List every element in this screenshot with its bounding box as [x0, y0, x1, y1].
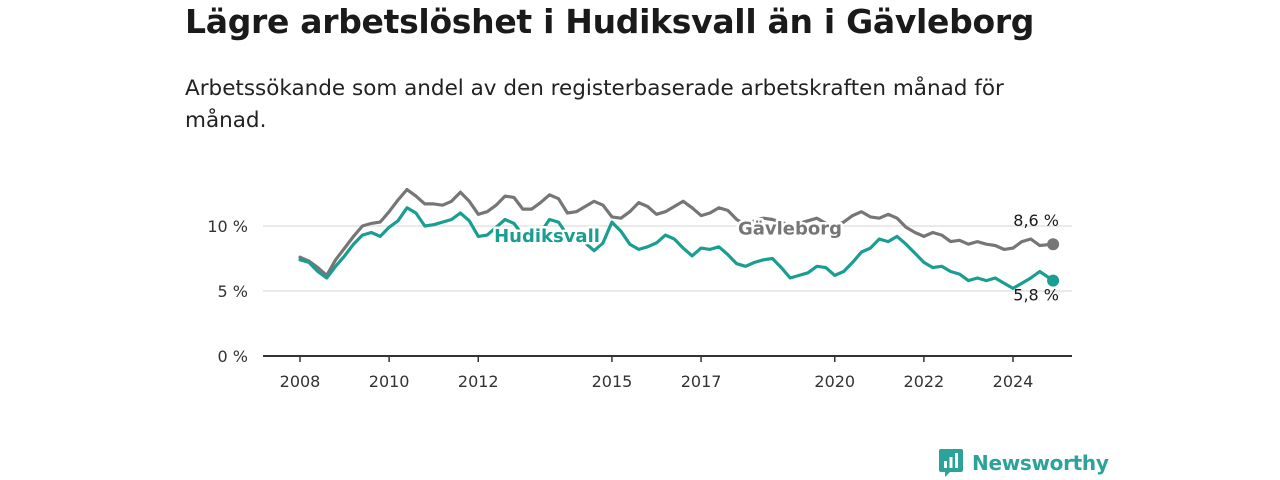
brand-name: Newsworthy	[972, 451, 1109, 475]
series-end-dot-hudiksvall	[1047, 274, 1060, 287]
x-tick-label: 2022	[904, 372, 945, 391]
x-tick-label: 2008	[280, 372, 321, 391]
series-end-dot-gävleborg	[1047, 238, 1060, 251]
newsworthy-logo-icon	[939, 449, 963, 477]
line-chart: 0 % 5 % 10 % 2008 2010 2012 2015 2017 2020 2022 20…	[207, 188, 1072, 391]
series-end-label: 5,8 %	[1013, 286, 1059, 305]
series-line-gävleborg	[298, 188, 1055, 277]
x-tick-label: 2024	[993, 372, 1034, 391]
series-line-hudiksvall	[298, 206, 1055, 290]
series-end-label: 8,6 %	[1013, 211, 1059, 230]
x-tick-label: 2017	[681, 372, 722, 391]
series-label-gävleborg: Gävleborg	[738, 219, 842, 240]
chart-title: Lägre arbetslöshet i Hudiksvall än i Gäv…	[185, 2, 1035, 41]
y-tick-label: 0 %	[218, 347, 248, 366]
x-tick-label: 2015	[592, 372, 633, 391]
y-tick-label: 10 %	[207, 217, 248, 236]
series-label-hudiksvall: Hudiksvall	[494, 226, 600, 247]
chart-subtitle: Arbetssökande som andel av den registerb…	[185, 76, 1004, 133]
x-tick-label: 2012	[458, 372, 499, 391]
x-tick-label: 2010	[369, 372, 410, 391]
newsworthy-brand[interactable]: Newsworthy	[938, 448, 1109, 478]
y-tick-label: 5 %	[218, 282, 248, 301]
x-tick-label: 2020	[814, 372, 855, 391]
